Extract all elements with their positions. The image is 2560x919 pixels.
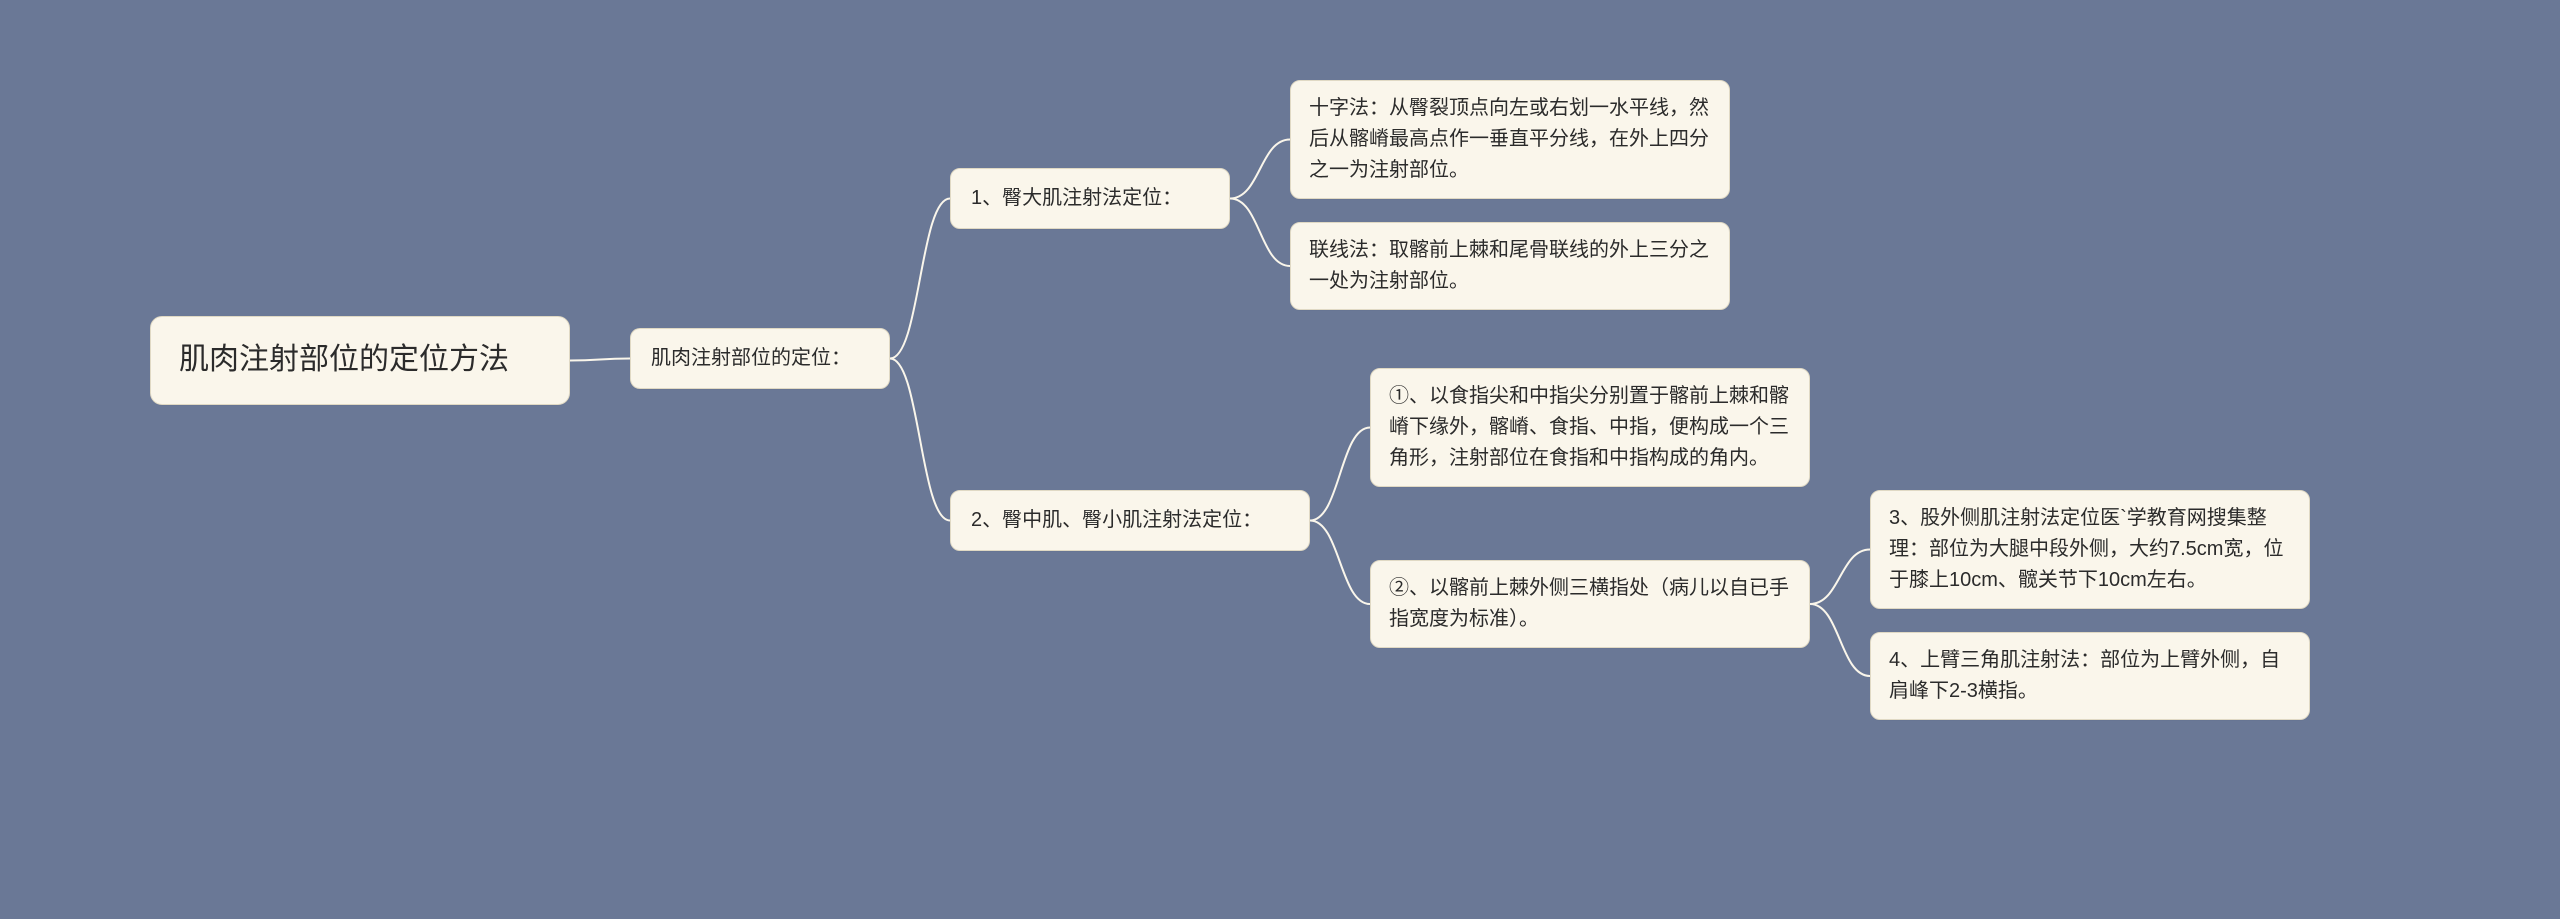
edge [890, 359, 950, 521]
node-l1-text: 肌肉注射部位的定位： [651, 347, 851, 369]
edge [1810, 550, 1870, 605]
edge [570, 359, 630, 361]
edge [1230, 199, 1290, 267]
mindmap-canvas: 肌肉注射部位的定位方法 肌肉注射部位的定位： 1、臀大肌注射法定位： 2、臀中肌… [0, 0, 2560, 919]
node-l1: 肌肉注射部位的定位： [630, 328, 890, 389]
node-l2b: 2、臀中肌、臀小肌注射法定位： [950, 490, 1310, 551]
node-leaf6: 4、上臂三角肌注射法：部位为上臂外侧，自肩峰下2-3横指。 [1870, 632, 2310, 720]
node-leaf5-text: 3、股外侧肌注射法定位医`学教育网搜集整理：部位为大腿中段外侧，大约7.5cm宽… [1889, 507, 2283, 591]
node-leaf2: 联线法：取髂前上棘和尾骨联线的外上三分之一处为注射部位。 [1290, 222, 1730, 310]
edge [1230, 140, 1290, 199]
node-l2a-text: 1、臀大肌注射法定位： [971, 187, 1182, 209]
node-leaf1: 十字法：从臀裂顶点向左或右划一水平线，然后从髂嵴最高点作一垂直平分线，在外上四分… [1290, 80, 1730, 199]
node-leaf4-text: ②、以髂前上棘外侧三横指处（病儿以自已手指宽度为标准）。 [1389, 577, 1789, 630]
node-l2b-text: 2、臀中肌、臀小肌注射法定位： [971, 509, 1262, 531]
edge-layer [0, 0, 2560, 919]
node-l2a: 1、臀大肌注射法定位： [950, 168, 1230, 229]
node-leaf2-text: 联线法：取髂前上棘和尾骨联线的外上三分之一处为注射部位。 [1309, 239, 1709, 292]
node-leaf3-text: ①、以食指尖和中指尖分别置于髂前上棘和髂嵴下缘外，髂嵴、食指、中指，便构成一个三… [1389, 385, 1789, 469]
edge [1810, 604, 1870, 676]
node-leaf3: ①、以食指尖和中指尖分别置于髂前上棘和髂嵴下缘外，髂嵴、食指、中指，便构成一个三… [1370, 368, 1810, 487]
edge [1310, 428, 1370, 521]
edge [890, 199, 950, 359]
node-leaf4: ②、以髂前上棘外侧三横指处（病儿以自已手指宽度为标准）。 [1370, 560, 1810, 648]
node-leaf1-text: 十字法：从臀裂顶点向左或右划一水平线，然后从髂嵴最高点作一垂直平分线，在外上四分… [1309, 97, 1709, 181]
edge [1310, 521, 1370, 605]
node-leaf5: 3、股外侧肌注射法定位医`学教育网搜集整理：部位为大腿中段外侧，大约7.5cm宽… [1870, 490, 2310, 609]
node-leaf6-text: 4、上臂三角肌注射法：部位为上臂外侧，自肩峰下2-3横指。 [1889, 649, 2280, 702]
node-root-text: 肌肉注射部位的定位方法 [179, 343, 509, 376]
node-root: 肌肉注射部位的定位方法 [150, 316, 570, 405]
